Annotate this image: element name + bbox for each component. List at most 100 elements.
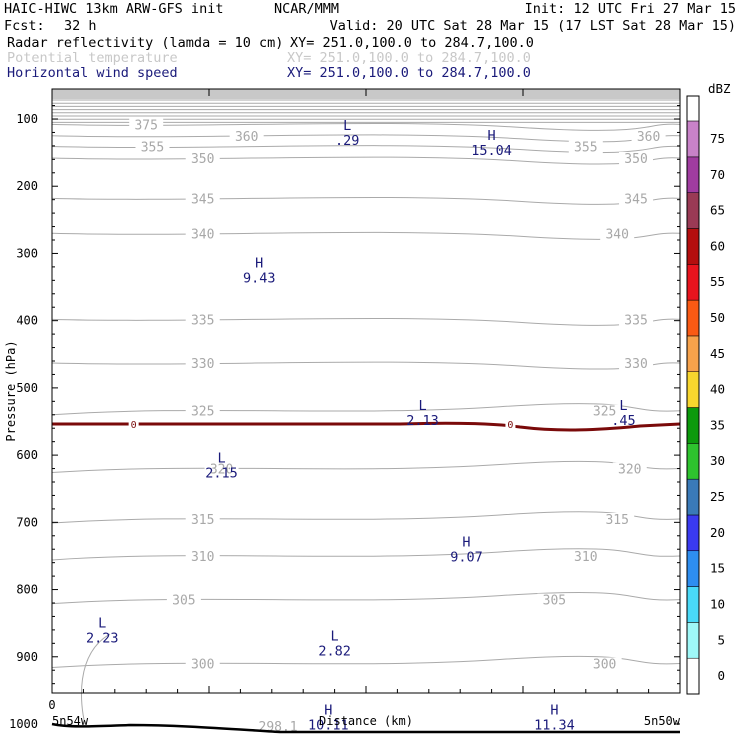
theta-contour-label: 335 xyxy=(191,313,214,328)
colorbar-level-label: 40 xyxy=(710,382,725,397)
colorbar-frame xyxy=(686,95,700,695)
wind-extremum-letter: H xyxy=(488,128,496,144)
colorbar-level-label: 0 xyxy=(717,668,725,683)
theta-contour-label: 340 xyxy=(605,227,628,242)
theta-label-bg xyxy=(129,118,164,133)
plot-area: 375 360 360 355 355 350 350 345 345 340 340 335 335 3… xyxy=(9,88,681,735)
wind-extremum-letter: L xyxy=(98,615,106,631)
y-tick-label: 1000 xyxy=(9,717,38,731)
terrain-surface-line xyxy=(51,722,680,734)
colorbar-segment xyxy=(686,228,700,265)
colorbar-level-label: 10 xyxy=(710,596,725,611)
y-tick-label: 300 xyxy=(16,246,38,260)
theta-label-bg xyxy=(612,462,647,477)
colorbar-segment xyxy=(686,156,700,193)
theta-contour-label: 345 xyxy=(624,192,647,207)
theta-contour-label: 330 xyxy=(624,357,647,372)
theta-contours: 375 360 360 355 355 350 350 345 345 340 340 335 335 3… xyxy=(51,99,681,735)
theta-contour xyxy=(80,633,111,725)
colorbar-segment xyxy=(686,478,700,516)
theta-label-bg xyxy=(631,129,666,144)
y-tick-label: 200 xyxy=(16,179,38,193)
theta-contour-label: 345 xyxy=(191,192,214,207)
theta-label-bg xyxy=(619,192,654,207)
colorbar-segment xyxy=(686,550,700,587)
x-zero-label: 0 xyxy=(48,698,55,712)
y-tick-label: 800 xyxy=(16,583,38,597)
x-right-label: 5n50w xyxy=(644,714,681,728)
theta-contour-label: 350 xyxy=(191,152,214,167)
theta-contour-label: 350 xyxy=(624,152,647,167)
theta-label-bg xyxy=(587,657,622,672)
colorbar-segment xyxy=(686,586,700,623)
y-axis-label: Pressure (hPa) xyxy=(4,340,18,441)
theta-contour-label: 340 xyxy=(191,227,214,242)
theta-contour xyxy=(51,145,681,154)
freezing-label-bg xyxy=(505,418,516,430)
theta-contour-label: 305 xyxy=(543,594,566,609)
wind-extremum-letter: H xyxy=(324,703,332,719)
theta-contour xyxy=(51,655,681,668)
colorbar-level-label: 30 xyxy=(710,453,725,468)
wind-extremum-letter: L xyxy=(418,398,426,414)
terrain-line xyxy=(51,722,680,734)
reflectivity-colorbar: dBZ 0 5 10 15 20 25 30 35 40 45 50 55 60 65 70 75 xyxy=(686,81,731,695)
theta-label-bg xyxy=(204,462,239,477)
wind-extremum-value: 2.15 xyxy=(205,466,238,482)
colorbar-level-label: 50 xyxy=(710,310,725,325)
colorbar-level-label: 5 xyxy=(717,632,725,647)
wind-extremum-letter: H xyxy=(255,256,263,272)
theta-contour-label: 300 xyxy=(191,658,214,673)
chart-header: HAIC-HIWC 13km ARW-GFS init NCAR/MMM Ini… xyxy=(4,1,736,81)
field-wind-label: Horizontal wind speed xyxy=(7,65,178,81)
theta-label-bg xyxy=(166,593,201,608)
theta-label-bg xyxy=(619,357,654,372)
wind-extremum-value: 10.11 xyxy=(308,718,349,734)
x-axis-ticks xyxy=(51,89,681,693)
theta-label-bg xyxy=(185,549,220,564)
theta-contour-label: 320 xyxy=(210,463,233,478)
theta-contour-label: 355 xyxy=(141,141,164,156)
colorbar-unit: dBZ xyxy=(708,81,731,96)
theta-label-bg xyxy=(568,140,603,155)
wind-extremum-value: .45 xyxy=(611,413,635,429)
theta-label-bg xyxy=(185,227,220,242)
valid-time: Valid: 20 UTC Sat 28 Mar 15 (17 LST Sat … xyxy=(330,18,736,34)
theta-contour-label: 325 xyxy=(191,405,214,420)
colorbar-segment xyxy=(686,371,700,408)
theta-label-bg xyxy=(185,657,220,672)
theta-label-bg xyxy=(619,313,654,328)
field-wind-xy: XY= 251.0,100.0 to 284.7,100.0 xyxy=(287,65,531,81)
theta-contour-label: 335 xyxy=(624,313,647,328)
y-axis-ticks: 100 200 300 400 500 600 700 800 900 1000 xyxy=(9,105,680,731)
wind-extremum-value: 2.13 xyxy=(406,413,439,429)
wind-extremum-value: 2.82 xyxy=(318,644,351,660)
theta-label-bg xyxy=(568,549,603,564)
y-tick-label: 100 xyxy=(16,112,38,126)
theta-contour-label: 375 xyxy=(134,118,157,133)
field-theta-xy: XY= 251.0,100.0 to 284.7,100.0 xyxy=(287,50,531,66)
colorbar-level-label: 25 xyxy=(710,489,725,504)
theta-label-bg xyxy=(185,512,220,527)
colorbar-level-label: 75 xyxy=(710,131,725,146)
colorbar-segment xyxy=(686,120,700,158)
theta-contour-upper xyxy=(51,112,681,114)
theta-contour xyxy=(51,122,681,131)
model-title: HAIC-HIWC 13km ARW-GFS init xyxy=(4,1,223,17)
y-tick-label: 900 xyxy=(16,650,38,664)
theta-contour-upper xyxy=(51,102,681,104)
theta-contour-label: 325 xyxy=(593,405,616,420)
colorbar-level-label: 15 xyxy=(710,561,725,576)
colorbar-level-label: 45 xyxy=(710,346,725,361)
freezing-level-line xyxy=(52,421,681,432)
theta-contour-label: 320 xyxy=(618,463,641,478)
colorbar-segment xyxy=(686,299,700,337)
wind-extremum-letter: L xyxy=(619,398,627,414)
theta-contour-label: 360 xyxy=(637,130,660,145)
theta-contour-label: 315 xyxy=(605,513,628,528)
colorbar-segment xyxy=(686,443,700,480)
theta-label-bg xyxy=(185,313,220,328)
org-label: NCAR/MMM xyxy=(274,1,339,17)
